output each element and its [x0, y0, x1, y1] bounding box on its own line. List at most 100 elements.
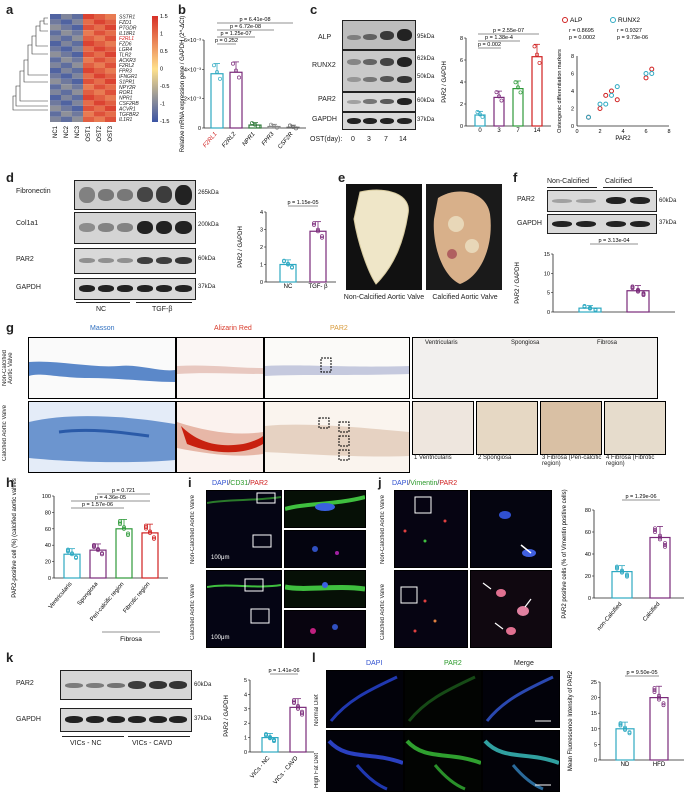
data-point	[316, 229, 320, 234]
j-row-calc: Calcified Aortic Valve	[380, 584, 386, 640]
heatmap-cell	[105, 68, 116, 74]
j-title-dapi: DAPI	[392, 480, 409, 487]
y-tick-label: 4	[260, 210, 263, 216]
y-axis-label: PAR2 / GAPDH	[515, 262, 521, 304]
heatmap-cell	[94, 105, 105, 112]
heatmap-cell	[72, 35, 83, 41]
y-tick-label: 15	[544, 252, 550, 258]
y-tick-label: 0	[260, 280, 263, 286]
heatmap-gene-label: FZD6	[119, 42, 132, 48]
heatmap-scale-label: 1.5	[160, 14, 168, 20]
heatmap-cell	[105, 89, 116, 95]
x-tick-label: HFD	[653, 762, 666, 768]
d-group-tgfb: TGF-β	[152, 306, 173, 313]
x-tick-label: Calcified	[642, 601, 661, 622]
data-point	[122, 525, 126, 530]
data-point	[148, 529, 152, 534]
i-zoom-4	[284, 610, 366, 648]
x-tick-label: CSF2R	[277, 131, 295, 150]
y-tick-label: 0	[588, 596, 591, 602]
panel-k-chart: 0 1 2 3 4 5 PAR2 / GAPDH VICs - NC VICs - CAVD p …	[222, 660, 318, 796]
data-point	[148, 530, 152, 535]
heatmap-cell	[50, 73, 61, 79]
data-point	[658, 533, 662, 538]
scatter-point	[649, 71, 655, 76]
x-tick-label: 7	[516, 128, 520, 134]
x-tick-label: Ventricularis	[48, 581, 74, 610]
heatmap-cell	[72, 78, 83, 85]
scatter-point	[597, 101, 603, 107]
data-point	[623, 727, 627, 732]
f-group-calc: Calcified	[605, 178, 632, 185]
x-tick-label: Spongiosa	[77, 581, 100, 607]
y-tick-label: 6	[460, 58, 463, 64]
blot-fibronectin	[74, 180, 196, 210]
i-scale-1: 100μm	[211, 555, 230, 561]
data-point	[292, 701, 296, 705]
i-img-noncalc: 100μm	[206, 490, 282, 568]
heatmap-cell	[83, 24, 94, 31]
scatter-point	[603, 92, 609, 98]
g-zoom-2	[476, 401, 538, 455]
heatmap-cell	[50, 116, 61, 122]
d-mw-265: 265kDa	[198, 190, 219, 196]
heatmap-cell	[105, 84, 116, 90]
p-value: p = 0.721	[112, 488, 135, 494]
ost-day-3: 3	[367, 136, 371, 143]
x-tick-label: ND	[621, 762, 630, 768]
data-point	[212, 63, 216, 68]
panel-c-blots: ALP RUNX2 PAR2 GAPDH 95kDa 62kDa 50kDa 6…	[310, 12, 440, 162]
i-title-par2: PAR2	[250, 480, 268, 487]
x-tick-label: TGF- β	[308, 284, 328, 290]
heatmap-cell	[83, 57, 94, 63]
blot-label-runx2: RUNX2	[312, 62, 336, 69]
heatmap-cell	[94, 89, 105, 95]
legend-marker-runx2	[610, 17, 616, 23]
corr-p-runx2: p = 9.73e-06	[617, 35, 648, 41]
heatmap-cell	[83, 35, 94, 41]
g-layer-spongiosa: Spongiosa	[511, 340, 540, 346]
data-point	[300, 711, 304, 716]
heatmap-scale-label: 1	[160, 32, 163, 38]
l-row-normal: Normal Diet	[314, 694, 320, 726]
g-zoom-1	[412, 401, 474, 455]
data-point	[494, 90, 499, 95]
x-tick-label: NC	[284, 284, 293, 290]
heatmap-cell	[94, 19, 105, 25]
data-point	[657, 695, 661, 700]
y-tick-label: 0	[460, 124, 463, 130]
i-scale-2: 100μm	[211, 635, 230, 641]
heatmap-cell	[83, 62, 94, 68]
data-point	[320, 234, 324, 239]
f-mw-60: 60kDa	[659, 198, 677, 204]
mw-60: 60kDa	[417, 98, 435, 104]
legend-alp: ALP	[570, 17, 582, 24]
bar	[309, 230, 327, 283]
heatmap-column-label: OST1	[86, 125, 92, 141]
blot-label-alp: ALP	[318, 34, 332, 41]
heatmap-gene-label: F2RL2	[119, 63, 134, 69]
x-axis-label: PAR2	[615, 136, 631, 142]
p-value: p = 1.57e-06	[82, 502, 113, 508]
g-stain-par2: PAR2	[330, 325, 348, 332]
l-row-hfd: High Fat Diet	[314, 752, 320, 788]
data-point	[537, 60, 542, 65]
l-normal-dapi	[326, 670, 404, 728]
y-tick-label: 8	[460, 36, 463, 42]
data-point	[593, 308, 598, 313]
y-tick-label: 4	[460, 80, 463, 86]
g-par2-noncalc	[264, 337, 410, 399]
heatmap-cell	[72, 46, 83, 52]
l-hfd-dapi	[326, 730, 404, 792]
heatmap-cell	[61, 14, 72, 20]
blot-par2-c	[342, 92, 416, 112]
heatmap-cell	[105, 95, 116, 101]
f-mw-37: 37kDa	[659, 220, 677, 226]
g-zoom-noncalc: Ventricularis Spongiosa Fibrosa	[412, 337, 658, 399]
j-title-vim: Vimentin	[410, 480, 438, 487]
y-tick-label: 0	[571, 124, 574, 130]
heatmap-cell	[50, 35, 61, 41]
heatmap-cell	[94, 51, 105, 58]
p-value: p = 1.29e-06	[625, 494, 656, 500]
heatmap-column-labels: NC1 NC2 NC3 OST1 OST2 OST3	[53, 125, 114, 141]
